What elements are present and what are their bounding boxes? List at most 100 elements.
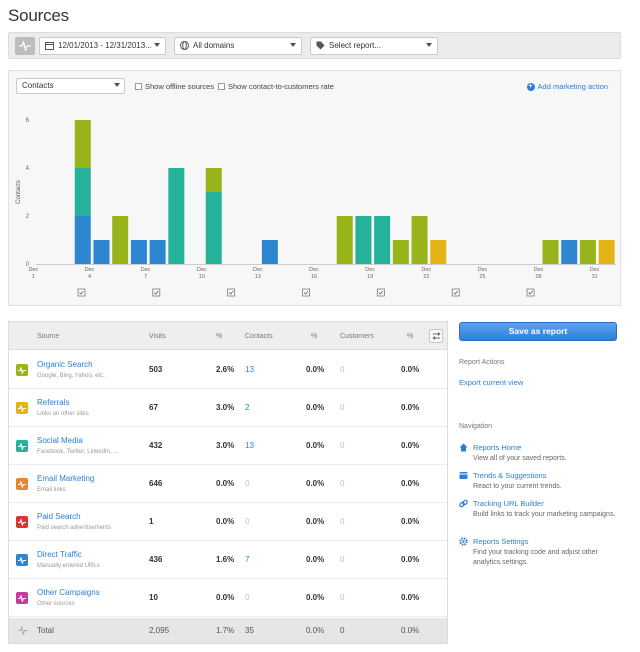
table-row[interactable]: Direct Traffic Manually entered URLs 436 1.…	[9, 541, 447, 579]
contacts-pct-cell: 0.0%	[306, 403, 325, 412]
metric-select[interactable]: Contacts	[16, 78, 125, 94]
total-visits-pct: 1.7%	[216, 626, 235, 635]
source-description: Google, Bing, Yahoo, etc.	[37, 373, 105, 379]
header-contacts-pct[interactable]: %	[311, 333, 318, 340]
source-name-link[interactable]: Other Campaigns	[37, 588, 100, 597]
source-description: Manually entered URLs	[37, 563, 100, 569]
customers-cell: 0	[340, 403, 345, 412]
plus-icon: +	[526, 82, 535, 91]
bar-segment	[411, 216, 428, 264]
visits-pct-cell: 3.0%	[216, 441, 235, 450]
source-name-link[interactable]: Direct Traffic	[37, 550, 82, 559]
offline-sources-checkbox[interactable]: Show offline sources	[135, 82, 214, 91]
header-customers-pct[interactable]: %	[407, 333, 414, 340]
marketing-action-icon	[77, 288, 86, 297]
check-icon	[79, 290, 84, 295]
table-row[interactable]: Email Marketing Email links 646 0.0% 0 0.0% 0 0…	[9, 465, 447, 503]
report-select[interactable]: Select report...	[310, 37, 438, 55]
y-tick-label: 0	[26, 262, 30, 268]
contacts-cell[interactable]: 13	[245, 441, 254, 450]
bar-segment	[149, 240, 166, 264]
header-visits-pct[interactable]: %	[216, 333, 223, 340]
contacts-pct-cell: 0.0%	[306, 517, 325, 526]
checkbox-box[interactable]	[218, 83, 225, 90]
calendar-icon	[45, 42, 54, 50]
x-tick-label: Dec	[590, 267, 600, 273]
source-description: Paid search advertisements	[37, 525, 112, 531]
visits-cell: 432	[149, 441, 163, 450]
marketing-action-icon	[526, 288, 535, 297]
customers-pct-cell: 0.0%	[401, 403, 420, 412]
bar-segment	[205, 192, 222, 264]
header-visits[interactable]: Visits	[149, 333, 166, 340]
swap-icon	[432, 332, 440, 340]
offline-sources-label: Show offline sources	[145, 82, 215, 91]
table-row[interactable]: Paid Search Paid search advertisements 1 0.…	[9, 503, 447, 541]
nav-title[interactable]: Tracking URL Builder	[473, 499, 544, 508]
x-tick-label: 4	[88, 274, 91, 280]
date-range-select[interactable]: 12/01/2013 - 12/31/2013...	[39, 37, 166, 55]
header-customers[interactable]: Customers	[340, 333, 374, 340]
link-icon	[459, 499, 468, 508]
source-name-link[interactable]: Organic Search	[37, 360, 93, 369]
total-contacts: 35	[245, 626, 254, 635]
marketing-action-icon	[376, 288, 385, 297]
bar-segment	[261, 240, 278, 264]
marketing-action-icon	[451, 288, 460, 297]
visits-cell: 436	[149, 555, 163, 564]
check-icon	[154, 290, 159, 295]
table-row[interactable]: Other Campaigns Other sources 10 0.0% 0 0.0% 0…	[9, 579, 447, 617]
y-tick-label: 6	[26, 118, 30, 124]
chart-toggle-button[interactable]	[15, 37, 35, 55]
domain-value: All domains	[193, 41, 235, 50]
bar-segment	[336, 216, 353, 264]
contacts-cell[interactable]: 2	[245, 403, 250, 412]
nav-title[interactable]: Trends & Suggestions	[473, 471, 547, 480]
chart-panel: Contacts Show offline sources Show conta…	[8, 70, 621, 306]
source-name-link[interactable]: Email Marketing	[37, 474, 95, 483]
source-name-link[interactable]: Social Media	[37, 436, 83, 445]
checkbox-box[interactable]	[135, 83, 142, 90]
header-source[interactable]: Source	[37, 333, 60, 340]
marketing-action-icon	[302, 288, 310, 297]
pulse-icon	[18, 480, 26, 488]
header-contacts[interactable]: Contacts	[245, 333, 273, 340]
save-as-report-button[interactable]: Save as report	[459, 322, 617, 341]
contacts-cell[interactable]: 13	[245, 365, 254, 374]
customers-pct-cell: 0.0%	[401, 593, 420, 602]
x-tick-label: 13	[255, 274, 261, 280]
column-settings-button[interactable]	[429, 329, 443, 343]
source-name-link[interactable]: Referrals	[37, 398, 70, 407]
x-tick-label: Dec	[477, 267, 487, 273]
nav-desc: Find your tracking code and adjust other…	[473, 549, 598, 566]
bar-segment	[74, 168, 91, 216]
chevron-down-icon	[154, 43, 160, 47]
contacts-cell[interactable]: 7	[245, 555, 250, 564]
source-description: Other sources	[37, 601, 75, 607]
nav-title[interactable]: Reports Home	[473, 443, 522, 452]
pulse-icon	[18, 594, 26, 602]
customers-cell: 0	[340, 593, 345, 602]
page-title: Sources	[8, 6, 69, 25]
customers-cell: 0	[340, 517, 345, 526]
customers-pct-cell: 0.0%	[401, 517, 420, 526]
bar-segment	[74, 216, 91, 264]
x-tick-label: 22	[423, 274, 429, 280]
bar-segment	[93, 240, 110, 264]
domain-select[interactable]: All domains	[174, 37, 302, 55]
source-name-link[interactable]: Paid Search	[37, 512, 81, 521]
table-row[interactable]: Social Media Facebook, Twitter, LinkedIn,…	[9, 427, 447, 465]
nav-title[interactable]: Reports Settings	[473, 537, 529, 546]
pulse-icon	[18, 518, 26, 526]
contacts-pct-cell: 0.0%	[306, 479, 325, 488]
marketing-action-icon	[152, 288, 161, 297]
table-row[interactable]: Referrals Links on other sites 67 3.0% 2 0.0%…	[9, 389, 447, 427]
x-tick-label: 1	[32, 274, 35, 280]
contact-rate-checkbox[interactable]: Show contact-to-customers rate	[218, 82, 334, 91]
x-tick-label: 19	[367, 274, 373, 280]
add-marketing-action-link[interactable]: + Add marketing action	[526, 82, 608, 91]
export-current-view-link[interactable]: Export current view	[459, 378, 524, 387]
table-row[interactable]: Organic Search Google, Bing, Yahoo, etc. 5…	[9, 351, 447, 389]
tag-icon	[316, 41, 325, 50]
check-icon	[303, 290, 309, 295]
